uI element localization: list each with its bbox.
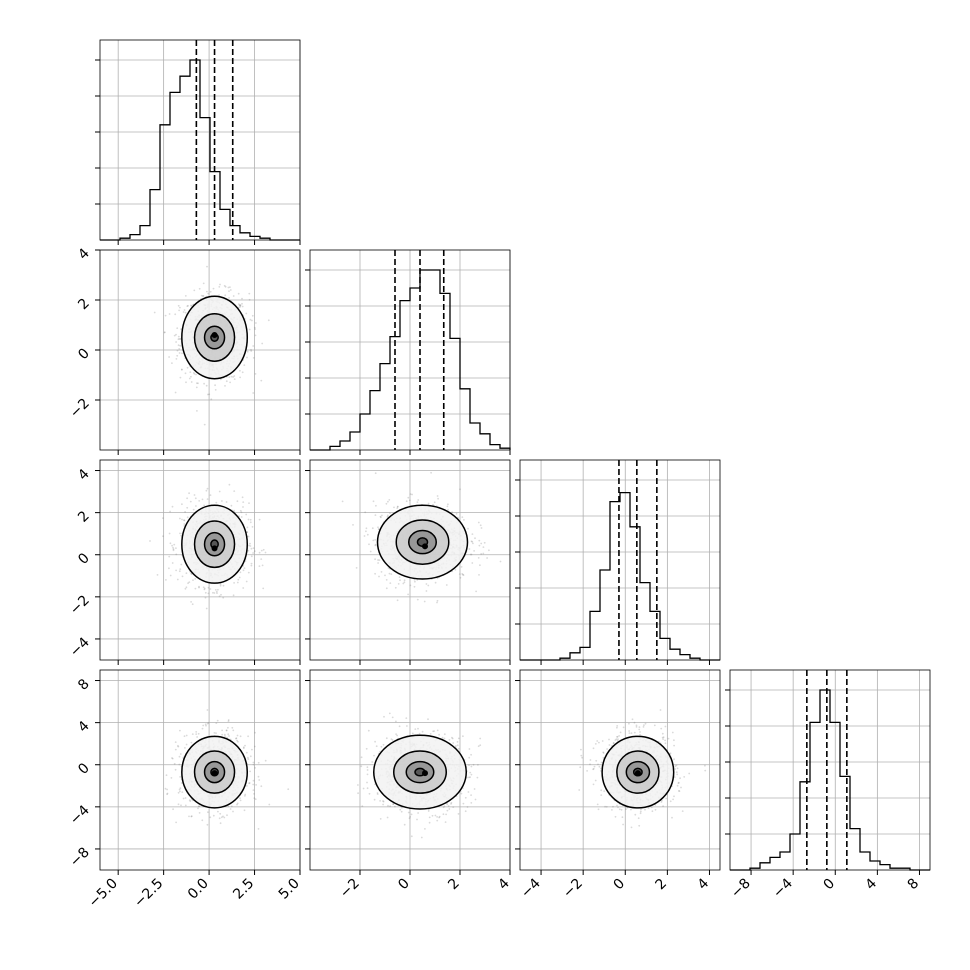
scatter-panel-2-1 — [305, 459, 511, 665]
x-tick-label: −2 — [560, 876, 586, 902]
density-peak — [422, 543, 428, 550]
density-peak — [422, 770, 428, 777]
scatter-panel-3-0: −5.0 −2.5 0.0 2.5 5.0 −8 −4 0 4 8 — [67, 669, 303, 911]
y-tick-label: 0 — [75, 550, 93, 568]
y-tick-label: −8 — [67, 844, 93, 870]
contour-line — [181, 295, 249, 380]
x-tick-label: −4 — [518, 875, 544, 901]
contour-line — [405, 760, 435, 784]
contour-line — [193, 520, 236, 569]
contour-line — [203, 760, 226, 784]
histogram-line — [520, 491, 720, 661]
x-tick-label: 4 — [495, 875, 513, 893]
density-peak — [634, 770, 641, 777]
x-tick-label: 5.0 — [276, 876, 303, 903]
x-tick-label: −2 — [337, 876, 363, 902]
contour-line — [408, 529, 437, 555]
scatter-panel-3-2: −4 −2 0 2 4 — [515, 669, 721, 902]
x-tick-label: 0 — [395, 876, 413, 894]
density-peak — [211, 545, 218, 552]
y-tick-label: −4 — [67, 802, 93, 828]
panel-frame — [99, 39, 301, 241]
density-peak — [211, 770, 218, 777]
histogram-panel-0 — [95, 39, 301, 245]
x-tick-label: 0 — [610, 876, 628, 894]
panel-frame — [99, 459, 301, 661]
x-tick-label: −2.5 — [131, 876, 166, 911]
y-tick-label: 0 — [75, 760, 93, 778]
histogram-line — [100, 59, 300, 241]
contour-line — [181, 504, 249, 584]
x-tick-label: −4 — [770, 875, 796, 901]
panel-frame — [729, 669, 931, 871]
y-tick-label: 0 — [75, 346, 93, 364]
histogram-line — [730, 689, 930, 871]
y-tick-label: 4 — [75, 245, 93, 263]
y-tick-label: −4 — [67, 634, 93, 660]
density-peak — [211, 332, 218, 338]
contour-line — [393, 750, 447, 794]
x-tick-label: 8 — [905, 876, 923, 894]
x-tick-label: −8 — [728, 876, 754, 902]
panel-frame — [99, 669, 301, 871]
scatter-panel-3-1: −2 0 2 4 — [305, 669, 513, 902]
y-tick-label: 8 — [75, 676, 93, 694]
panel-frame — [519, 669, 721, 871]
contour-line — [373, 734, 467, 810]
x-tick-label: 2.5 — [230, 876, 257, 903]
y-tick-label: 4 — [75, 466, 93, 484]
x-tick-label: 2 — [653, 876, 671, 894]
contour-line — [203, 531, 226, 557]
histogram-panel-2 — [515, 459, 721, 665]
x-tick-label: 2 — [445, 876, 463, 894]
panel-frame — [519, 459, 721, 661]
y-tick-label: 4 — [75, 718, 93, 736]
histogram-panel-1 — [305, 249, 511, 455]
y-tick-label: −2 — [67, 396, 93, 422]
contour-line — [616, 750, 660, 794]
contour-line — [203, 325, 226, 350]
x-tick-label: 4 — [863, 875, 881, 893]
histogram-panel-3: −8 −4 0 4 8 — [725, 669, 931, 902]
y-tick-label: −2 — [67, 592, 93, 618]
scatter-panel-2-0: −4 −2 0 2 4 — [67, 459, 301, 665]
x-tick-label: 4 — [695, 875, 713, 893]
x-tick-label: −5.0 — [86, 876, 121, 911]
contour-line — [625, 760, 651, 784]
contour-line — [395, 519, 450, 565]
y-tick-label: 2 — [75, 508, 93, 526]
scatter-panel-1-0: −2 0 2 4 — [67, 245, 301, 455]
contour-line — [193, 750, 236, 794]
y-tick-label: 2 — [75, 296, 93, 314]
contour-line — [181, 735, 249, 809]
histogram-line — [310, 269, 511, 451]
x-tick-label: 0.0 — [185, 876, 212, 903]
x-tick-label: 0 — [820, 876, 838, 894]
contour-line — [601, 735, 675, 809]
contour-line — [193, 313, 236, 362]
contour-line — [376, 504, 469, 580]
